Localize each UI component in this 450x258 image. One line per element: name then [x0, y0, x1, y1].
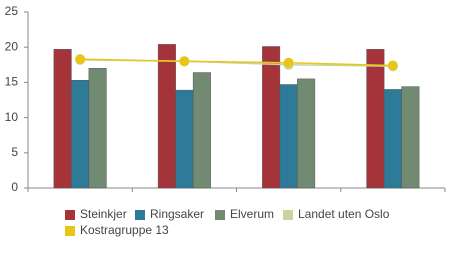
y-tick-label: 0	[11, 180, 18, 194]
marker	[179, 56, 190, 67]
legend-label: Steinkjer	[80, 207, 127, 221]
legend-swatch	[283, 210, 293, 220]
bar	[53, 49, 72, 189]
marker	[75, 54, 86, 65]
bar	[383, 89, 402, 189]
legend-swatch	[65, 210, 75, 220]
y-tick-label: 25	[5, 4, 19, 18]
bar	[366, 49, 385, 189]
y-tick-label: 20	[5, 39, 19, 53]
bar	[192, 72, 211, 189]
legend-swatch	[65, 226, 75, 236]
bar	[157, 44, 176, 189]
bar	[175, 89, 194, 189]
bar	[71, 80, 90, 189]
bar	[297, 78, 316, 189]
legend-label: Landet uten Oslo	[298, 207, 390, 221]
bar	[262, 46, 281, 189]
legend-label: Elverum	[230, 207, 274, 221]
bar	[279, 84, 298, 189]
legend-label: Kostragruppe 13	[80, 223, 169, 237]
y-tick-label: 5	[11, 145, 18, 159]
bar	[401, 86, 420, 189]
marker	[387, 60, 398, 71]
y-tick-label: 15	[5, 75, 19, 89]
legend-swatch	[215, 210, 225, 220]
legend-swatch	[135, 210, 145, 220]
line	[80, 58, 393, 67]
legend-label: Ringsaker	[150, 207, 204, 221]
bar	[88, 68, 107, 189]
y-tick-label: 10	[5, 110, 19, 124]
marker	[283, 57, 294, 68]
